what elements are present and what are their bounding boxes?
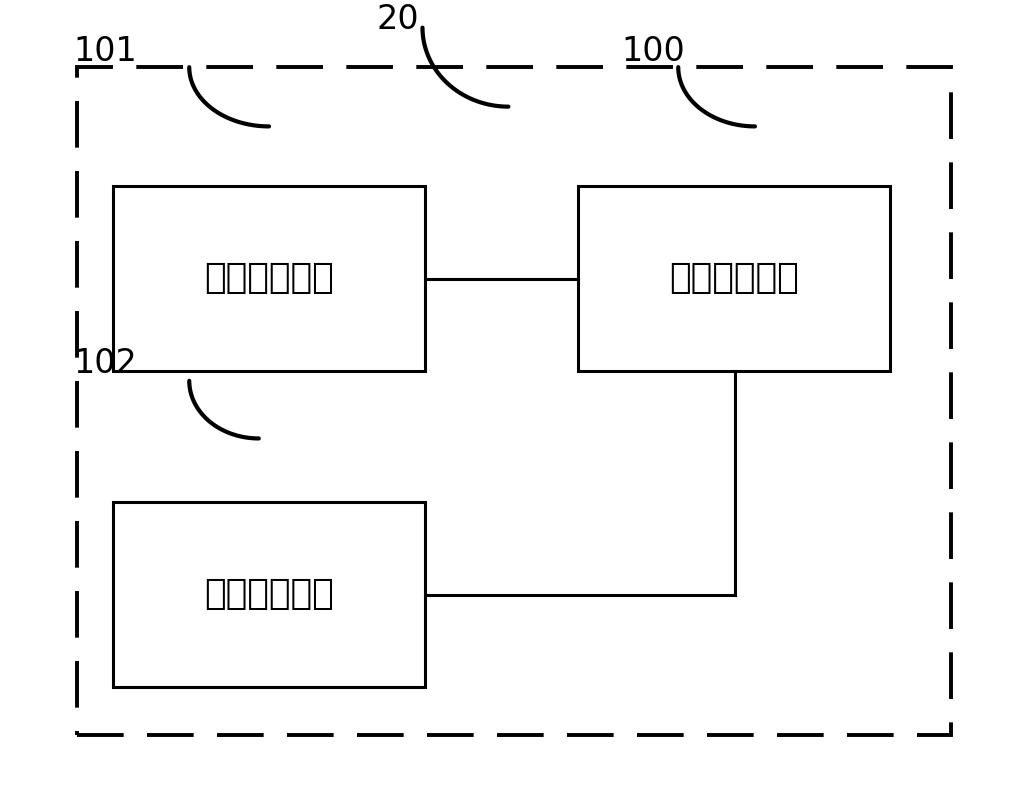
Bar bbox=[113, 186, 425, 371]
Bar bbox=[113, 502, 425, 687]
Bar bbox=[578, 186, 890, 371]
Text: 第一探测模块: 第一探测模块 bbox=[204, 261, 333, 295]
Text: 102: 102 bbox=[74, 347, 137, 380]
Text: 101: 101 bbox=[74, 35, 137, 68]
Text: 100: 100 bbox=[621, 35, 684, 68]
Text: 无线通信模块: 无线通信模块 bbox=[669, 261, 799, 295]
Text: 第二探测模块: 第二探测模块 bbox=[204, 577, 333, 611]
Text: 20: 20 bbox=[376, 3, 419, 36]
Bar bbox=[77, 67, 951, 735]
